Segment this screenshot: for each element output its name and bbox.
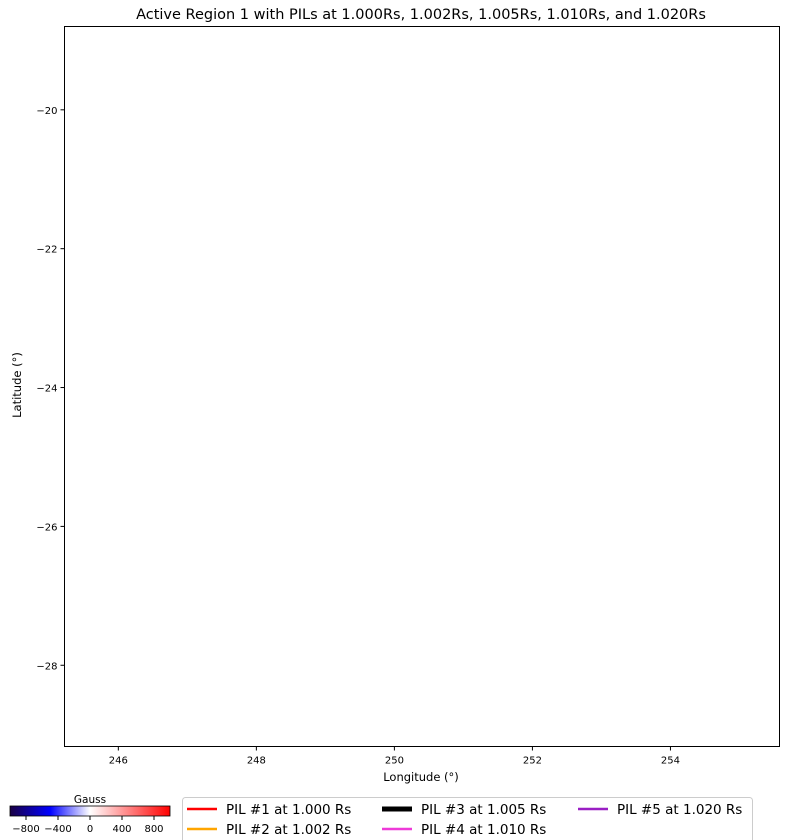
colorbar-tick-label: 0 bbox=[87, 824, 93, 835]
legend-box bbox=[182, 797, 753, 840]
legend-label: PIL #2 at 1.002 Rs bbox=[226, 822, 351, 838]
chart-title: Active Region 1 with PILs at 1.000Rs, 1.… bbox=[136, 7, 706, 23]
y-tick-label: −20 bbox=[36, 106, 57, 117]
colorbar-tick-label: −400 bbox=[44, 824, 71, 835]
x-tick-label: 246 bbox=[109, 756, 128, 767]
colorbar-tick-label: −800 bbox=[12, 824, 39, 835]
x-tick-label: 254 bbox=[661, 756, 680, 767]
plot-area bbox=[64, 26, 780, 747]
x-tick-label: 248 bbox=[247, 756, 266, 767]
legend-label: PIL #1 at 1.000 Rs bbox=[226, 802, 351, 818]
x-tick-label: 252 bbox=[523, 756, 542, 767]
y-tick-label: −22 bbox=[36, 245, 57, 256]
colorbar-label: Gauss bbox=[74, 794, 106, 806]
y-tick-label: −24 bbox=[36, 384, 57, 395]
legend-label: PIL #5 at 1.020 Rs bbox=[617, 802, 742, 818]
colorbar-tick-label: 400 bbox=[112, 824, 131, 835]
x-tick-label: 250 bbox=[385, 756, 404, 767]
y-axis-label: Latitude (°) bbox=[10, 352, 24, 418]
colorbar-tick-label: 800 bbox=[144, 824, 163, 835]
y-tick-label: −28 bbox=[36, 661, 57, 672]
colorbar bbox=[9, 805, 171, 817]
legend-label: PIL #4 at 1.010 Rs bbox=[421, 822, 546, 838]
x-axis-label: Longitude (°) bbox=[383, 770, 459, 784]
y-tick-label: −26 bbox=[36, 522, 57, 533]
legend-label: PIL #3 at 1.005 Rs bbox=[421, 802, 546, 818]
